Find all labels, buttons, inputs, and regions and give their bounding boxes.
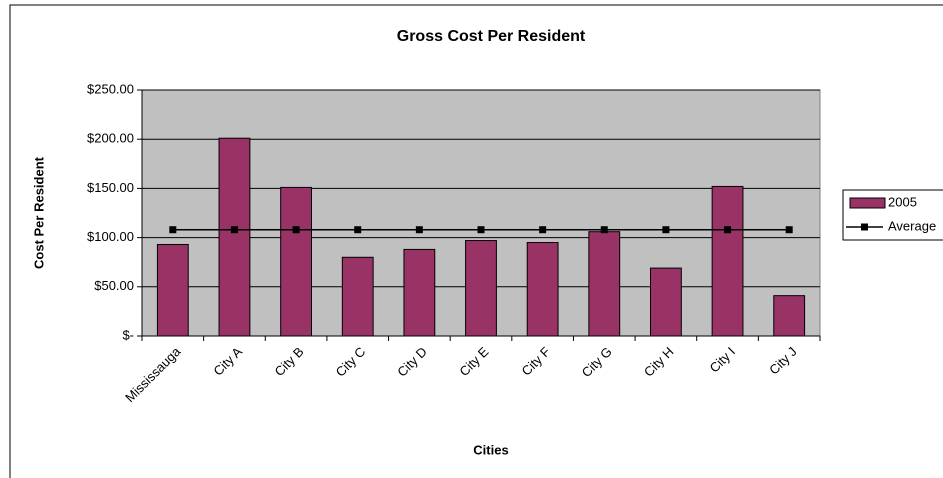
x-tick-label: City D <box>394 344 430 380</box>
bar <box>341 256 374 337</box>
bar <box>773 295 806 337</box>
x-tick-label: City B <box>272 344 307 379</box>
line-marker <box>662 226 670 234</box>
x-tick-label: City F <box>519 344 554 379</box>
line-marker <box>785 226 793 234</box>
line-marker <box>539 226 547 234</box>
legend-swatch <box>849 197 886 209</box>
bar <box>711 185 744 337</box>
y-tick-label: $200.00 <box>87 131 134 146</box>
bar <box>156 243 189 337</box>
x-tick-label: City C <box>333 344 369 380</box>
x-tick-label: Mississauga <box>122 343 184 405</box>
x-tick-label: City A <box>210 344 245 379</box>
bar <box>218 137 251 337</box>
bar <box>650 267 682 337</box>
y-tick-label: $250.00 <box>87 81 134 96</box>
y-tick-label: $50.00 <box>94 278 134 293</box>
bar <box>280 186 313 337</box>
bar <box>465 240 497 337</box>
line-marker <box>415 226 423 234</box>
legend-label: Average <box>888 218 936 233</box>
bar <box>403 248 436 337</box>
x-tick-label: City E <box>456 344 491 379</box>
line-marker <box>724 226 732 234</box>
chart-title: Gross Cost Per Resident <box>397 28 586 45</box>
x-tick-label: City G <box>579 344 615 380</box>
line-marker <box>477 226 485 234</box>
x-tick-label: City I <box>707 344 739 376</box>
y-tick-label: $100.00 <box>87 229 134 244</box>
legend-marker <box>861 223 868 231</box>
line-marker <box>600 226 608 234</box>
legend-label: 2005 <box>888 194 917 209</box>
line-marker <box>292 226 300 234</box>
line-marker <box>354 226 362 234</box>
x-tick-label: City H <box>641 344 677 380</box>
y-axis-label: Cost Per Resident <box>31 156 46 269</box>
y-tick-label: $150.00 <box>87 180 134 195</box>
x-tick-label: City J <box>766 344 800 378</box>
bar <box>588 231 621 337</box>
line-marker <box>230 226 238 234</box>
bar <box>526 242 559 337</box>
chart-border <box>9 4 943 478</box>
x-axis-label: Cities <box>473 442 508 457</box>
y-tick-label: $- <box>122 327 134 342</box>
line-marker <box>169 226 177 234</box>
